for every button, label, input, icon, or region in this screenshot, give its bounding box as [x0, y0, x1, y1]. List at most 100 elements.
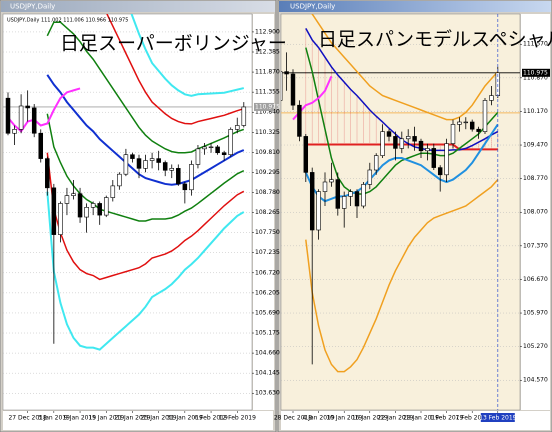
candle-body: [405, 136, 411, 140]
plot: [3, 14, 252, 394]
candle-body: [221, 152, 227, 156]
candle-body: [386, 131, 392, 137]
candle-body: [393, 136, 398, 149]
indicator-line: [7, 87, 81, 133]
price-box-label: 110.975: [523, 69, 548, 76]
price-axis: [521, 14, 550, 410]
candle-body: [489, 95, 494, 101]
window-title: USDJPY,Daily: [10, 3, 55, 11]
x-tick-label: 25 Jan 2019: [141, 415, 177, 422]
y-tick-label: 109.810: [255, 149, 280, 156]
candle-body: [348, 191, 353, 197]
y-tick-label: 104.570: [523, 377, 548, 384]
candle-body: [380, 131, 385, 156]
candle-body: [189, 164, 194, 191]
candle-body: [341, 196, 347, 209]
indicator-line: [46, 152, 245, 281]
x-tick-label: 31 Jan 2019: [167, 415, 203, 422]
candle-body: [208, 146, 214, 149]
candle-body: [77, 193, 83, 218]
chart-title: 日足スパンモデルスペシャル: [318, 29, 552, 51]
indicator-line: [46, 74, 245, 186]
y-tick-label: 111.870: [255, 69, 280, 76]
candle-body: [156, 158, 161, 163]
candle-body: [97, 203, 102, 216]
x-tick-label: 21 Jan 2019: [114, 415, 150, 422]
y-tick-label: 107.750: [255, 229, 280, 236]
indicator-line: [46, 191, 245, 351]
candle-body: [162, 162, 168, 171]
x-tick-label: 4 Jan 2019: [303, 415, 335, 422]
candle-body: [476, 128, 481, 132]
y-tick-label: 109.295: [255, 169, 280, 176]
x-tick-label: 10 Jan 2019: [326, 415, 362, 422]
candle-body: [143, 160, 148, 169]
candle-body: [284, 71, 289, 75]
x-tick-label: 22 Jan 2019: [377, 415, 413, 422]
candle-body: [169, 168, 175, 171]
candle-body: [58, 203, 63, 235]
chart-title: 日足スーパーボリンジャー: [60, 33, 287, 55]
indicator-line: [310, 14, 499, 121]
candle-body: [130, 154, 135, 159]
y-tick-label: 106.670: [523, 276, 548, 283]
title-bar[interactable]: [279, 1, 551, 12]
candle-body: [182, 183, 188, 191]
x-tick-label: 7 Feb 2019: [455, 415, 489, 422]
candle-body: [71, 193, 76, 196]
candle-body: [297, 104, 302, 137]
y-tick-label: 104.660: [255, 350, 280, 357]
candle-body: [215, 146, 220, 154]
candle-body: [38, 132, 44, 159]
y-tick-label: 110.325: [255, 129, 280, 136]
candle-body: [425, 148, 430, 152]
candle-body: [290, 73, 296, 106]
date-highlight: [480, 413, 515, 422]
x-tick-label: 9 Jan 2019: [64, 415, 96, 422]
y-tick-label: 105.270: [523, 343, 548, 350]
candle-body: [450, 124, 456, 144]
candle-body: [90, 203, 96, 208]
candle-body: [103, 197, 109, 216]
x-tick-label: 16 Jan 2019: [352, 415, 388, 422]
x-tick-label: 1 Feb 2019: [430, 415, 464, 422]
candle-body: [399, 138, 405, 149]
x-tick-label: 12 Feb 2019: [219, 415, 257, 422]
y-tick-label: 103.630: [255, 390, 280, 397]
title-bar[interactable]: [1, 1, 275, 12]
candle-body: [202, 146, 207, 150]
window-title: USDJPY,Daily: [290, 3, 335, 11]
x-tick-label: 3 Jan 2019: [38, 415, 70, 422]
plot: [281, 14, 520, 381]
candle-body: [373, 155, 379, 171]
candle-body: [329, 179, 334, 183]
candle-body: [303, 136, 309, 173]
y-tick-label: 111.355: [255, 89, 280, 96]
y-tick-label: 112.900: [255, 28, 280, 35]
price-box: [522, 68, 550, 77]
candle-body: [431, 148, 437, 168]
x-tick-label: 13 Feb 2019: [479, 415, 517, 422]
candle-body: [309, 172, 315, 231]
candle-body: [110, 185, 116, 198]
candle-body: [241, 106, 247, 126]
y-tick-label: 111.570: [523, 41, 548, 48]
candle-body: [444, 143, 449, 176]
price-axis: [253, 14, 274, 410]
candle-body: [51, 187, 57, 235]
candle-body: [316, 191, 321, 231]
candle-body: [64, 195, 70, 204]
candle-body: [354, 191, 360, 207]
candle-body: [117, 173, 122, 187]
candle-body: [18, 105, 24, 130]
indicator-line: [130, 14, 245, 97]
candle-body: [31, 107, 37, 134]
y-tick-label: 105.970: [523, 310, 548, 317]
candle-body: [123, 154, 129, 175]
plot-area: [2, 13, 253, 411]
y-tick-label: 106.205: [255, 289, 280, 296]
y-tick-label: 105.690: [255, 309, 280, 316]
candle-body: [12, 129, 17, 134]
y-tick-label: 108.780: [255, 189, 280, 196]
